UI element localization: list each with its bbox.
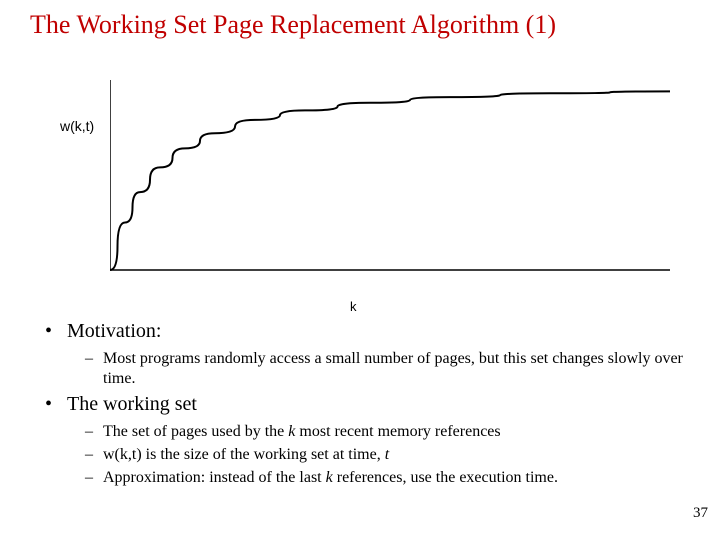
workingset-sub-1: w(k,t) is the size of the working set at…	[85, 445, 710, 465]
workingset-sub-0: The set of pages used by the k most rece…	[85, 422, 710, 442]
working-set-chart: w(k,t) k	[70, 60, 650, 310]
bullet-motivation-label: Motivation:	[67, 320, 161, 342]
bullet-motivation: Motivation: Most programs randomly acces…	[45, 320, 710, 389]
chart-ylabel: w(k,t)	[60, 118, 94, 134]
motivation-sub-list: Most programs randomly access a small nu…	[85, 349, 710, 389]
bullet-list: Motivation: Most programs randomly acces…	[45, 320, 710, 488]
content-area: Motivation: Most programs randomly acces…	[0, 320, 720, 488]
slide-title: The Working Set Page Replacement Algorit…	[0, 0, 720, 40]
workingset-sub-list: The set of pages used by the k most rece…	[85, 422, 710, 488]
bullet-workingset-label: The working set	[67, 393, 197, 415]
bullet-workingset: The working set The set of pages used by…	[45, 393, 710, 488]
chart-xlabel: k	[350, 299, 357, 314]
page-number: 37	[693, 505, 708, 522]
workingset-sub-2: Approximation: instead of the last k ref…	[85, 468, 710, 488]
motivation-sub-0: Most programs randomly access a small nu…	[85, 349, 710, 389]
chart-svg	[110, 70, 670, 290]
